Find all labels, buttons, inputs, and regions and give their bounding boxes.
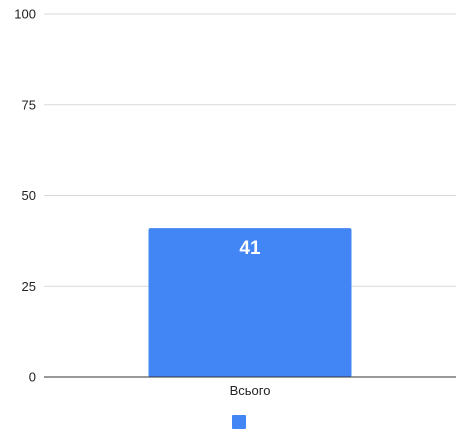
legend [232, 415, 246, 429]
bars: 41 [148, 228, 352, 377]
bar [148, 228, 352, 377]
legend-swatch [232, 415, 246, 429]
y-tick-label: 25 [22, 279, 36, 294]
bar-data-label: 41 [239, 238, 261, 259]
x-category-label: Всього [230, 383, 271, 398]
y-tick-label: 75 [22, 97, 36, 112]
y-tick-label: 100 [14, 7, 36, 22]
y-axis-ticks: 0 25 50 75 100 [14, 7, 36, 385]
y-tick-label: 50 [22, 188, 36, 203]
y-tick-label: 0 [29, 370, 36, 385]
x-axis-categories: Всього [230, 383, 271, 398]
